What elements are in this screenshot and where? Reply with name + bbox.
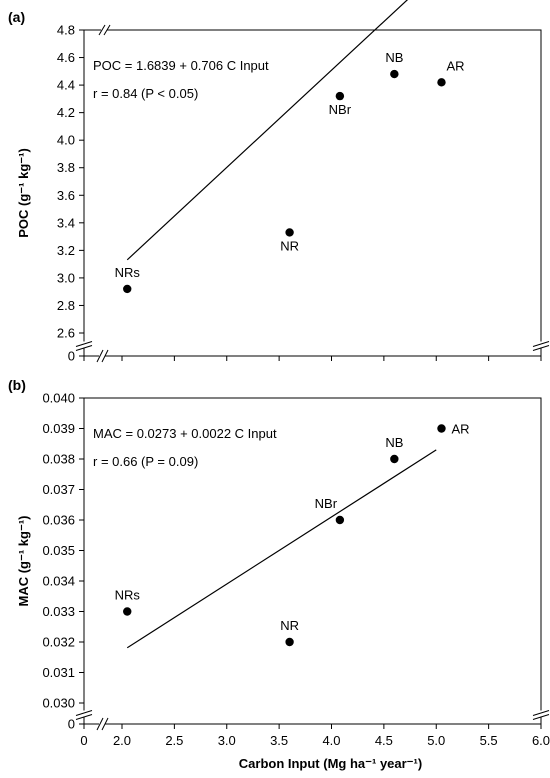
regression-annotation: MAC = 0.0273 + 0.0022 C Input [93, 426, 277, 441]
y-tick-label: 2.8 [57, 298, 75, 313]
regression-annotation: r = 0.66 (P = 0.09) [93, 454, 198, 469]
data-point-label: NBr [329, 102, 352, 117]
x-tick-label: 2.5 [165, 733, 183, 748]
plot-frame [83, 29, 542, 357]
y-axis-break-mark [532, 345, 550, 351]
regression-line [126, 0, 409, 261]
x-tick-label: 0 [80, 733, 87, 748]
y-tick-label: 0.040 [42, 391, 75, 406]
y-tick-label: 3.8 [57, 160, 75, 175]
panel-label: (b) [8, 377, 26, 393]
y-tick-label: 3.6 [57, 188, 75, 203]
x-axis-break-mark [96, 717, 104, 731]
data-point-label: NB [385, 435, 403, 450]
y-tick-label: 4.6 [57, 50, 75, 65]
data-point [285, 637, 294, 647]
x-axis-break-mark [101, 349, 109, 363]
y-tick-label: 0.039 [42, 421, 75, 436]
y-axis-break-mark [75, 710, 93, 716]
regression-annotation: POC = 1.6839 + 0.706 C Input [93, 58, 269, 73]
data-point-label: NB [385, 50, 403, 65]
y-tick-label: 4.8 [57, 23, 75, 38]
chart-panel-b: (b) 0 0.030 0.031 0.032 0.033 0.034 0.035 0.036 0… [8, 377, 550, 771]
data-point-label: NR [280, 618, 299, 633]
data-point [123, 607, 132, 616]
x-tick-label: 6.0 [532, 733, 550, 748]
data-point-label: NRs [115, 265, 141, 280]
data-point [123, 284, 132, 294]
x-axis-break-gap [99, 348, 105, 364]
y-tick-label: 0.033 [42, 604, 75, 619]
data-point [390, 69, 399, 79]
x-axis-break-mark [98, 24, 106, 36]
data-point-label: NRs [115, 588, 141, 603]
y-tick-label: 0.036 [42, 513, 75, 528]
y-axis-break-mark [75, 341, 93, 347]
x-axis-title: Carbon Input (Mg ha⁻¹ year⁻¹) [239, 756, 422, 771]
x-axis-break-gap [101, 22, 107, 38]
y-tick-label: 0.038 [42, 452, 75, 467]
x-tick-label: 3.5 [270, 733, 288, 748]
y-tick-label: 0.031 [42, 665, 75, 680]
y-tick-label: 0 [68, 717, 75, 732]
x-tick-label: 2.0 [113, 733, 131, 748]
y-tick-label: 0.030 [42, 696, 75, 711]
y-tick-label: 2.6 [57, 326, 75, 341]
data-point [437, 424, 446, 433]
y-tick-label: 4.2 [57, 105, 75, 120]
x-axis-break-gap [99, 716, 105, 732]
regression-annotation: r = 0.84 (P < 0.05) [93, 86, 198, 101]
regression-line [126, 449, 437, 649]
x-tick-label: 3.0 [218, 733, 236, 748]
x-axis-break-mark [101, 717, 109, 731]
y-axis-title: POC (g⁻¹ kg⁻¹) [16, 148, 31, 238]
data-point [335, 91, 345, 101]
y-axis-title: MAC (g⁻¹ kg⁻¹) [16, 516, 31, 607]
y-tick-label: 0.034 [42, 574, 75, 589]
data-point [437, 78, 446, 87]
plot-frame [83, 397, 542, 725]
y-tick-label: 4.4 [57, 78, 75, 93]
y-axis-break-mark [75, 714, 93, 720]
x-tick-label: 4.5 [375, 733, 393, 748]
x-tick-label: 5.0 [427, 733, 445, 748]
y-axis-break-mark [532, 714, 550, 720]
x-axis-break-mark [103, 24, 111, 36]
data-point-label: AR [451, 422, 469, 437]
y-tick-label: 3.2 [57, 243, 75, 258]
y-axis-break-mark [75, 345, 93, 351]
x-axis-break-mark [96, 349, 104, 363]
panel-label: (a) [8, 9, 25, 25]
data-point [390, 454, 399, 464]
y-tick-label: 3.0 [57, 270, 75, 285]
y-tick-label: 3.4 [57, 215, 75, 230]
y-axis-break-mark [532, 710, 550, 716]
y-tick-label: 0 [68, 349, 75, 364]
x-tick-label: 4.0 [322, 733, 340, 748]
data-point [335, 515, 345, 525]
data-point-label: NBr [315, 496, 338, 511]
y-tick-label: 0.032 [42, 635, 75, 650]
data-point-label: NR [280, 238, 299, 253]
y-tick-label: 4.0 [57, 133, 75, 148]
chart-panel-a: (a) 0 2.6 2.8 3.0 3.2 3.4 3.6 3.8 4.0 4.2 4.4 4.6 4.8… [8, 0, 550, 364]
y-tick-label: 0.035 [42, 543, 75, 558]
data-point [285, 228, 294, 237]
data-point-label: AR [446, 58, 464, 73]
y-tick-label: 0.037 [42, 482, 75, 497]
y-axis-break-mark [532, 341, 550, 347]
x-tick-label: 5.5 [480, 733, 498, 748]
